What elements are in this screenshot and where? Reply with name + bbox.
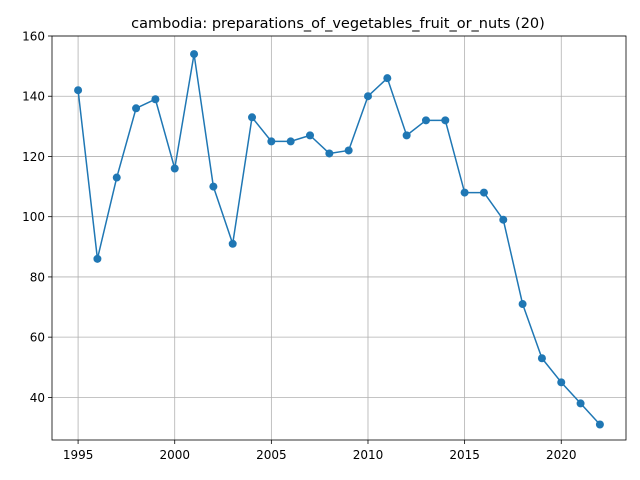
y-tick-label: 120 [22, 150, 45, 164]
data-point [479, 188, 488, 197]
y-tick-label: 140 [22, 90, 45, 104]
series-line [77, 53, 601, 425]
data-point [151, 95, 160, 104]
data-point [557, 378, 566, 387]
data-point [363, 92, 372, 101]
data-point [499, 215, 508, 224]
y-tick-label: 100 [22, 210, 45, 224]
plot-frame [51, 35, 627, 441]
data-point [306, 131, 315, 140]
x-tick-label: 1995 [63, 448, 94, 462]
data-point [228, 239, 237, 248]
y-tick-label: 80 [30, 270, 45, 284]
x-tick-label: 2020 [546, 448, 577, 462]
series [74, 50, 604, 429]
data-point [460, 188, 469, 197]
y-tick-label: 160 [22, 30, 45, 44]
data-point [132, 104, 141, 113]
x-tick-label: 2010 [353, 448, 384, 462]
data-point [170, 164, 179, 173]
data-point [209, 182, 218, 191]
x-tick-label: 2005 [256, 448, 287, 462]
data-point [537, 354, 546, 363]
data-point [248, 113, 257, 122]
data-point [190, 50, 199, 59]
data-point [267, 137, 276, 146]
data-point [518, 300, 527, 309]
chart-title: cambodia: preparations_of_vegetables_fru… [131, 16, 545, 32]
data-point [595, 420, 604, 429]
axes: 1995 2000 2005 2010 2015 2020 40 60 80 100 120 140 1… [22, 30, 627, 462]
grid-lines [52, 35, 626, 440]
data-point [93, 254, 102, 263]
x-tick-label: 2000 [159, 448, 190, 462]
data-point [74, 86, 83, 95]
y-tick-label: 60 [30, 331, 45, 345]
data-point [325, 149, 334, 158]
data-point [441, 116, 450, 125]
data-point [421, 116, 430, 125]
data-point [344, 146, 353, 155]
y-tick-label: 40 [30, 391, 45, 405]
data-point [286, 137, 295, 146]
data-point [383, 74, 392, 83]
x-tick-label: 2015 [449, 448, 480, 462]
data-point [402, 131, 411, 140]
data-point [576, 399, 585, 408]
data-point [112, 173, 121, 182]
